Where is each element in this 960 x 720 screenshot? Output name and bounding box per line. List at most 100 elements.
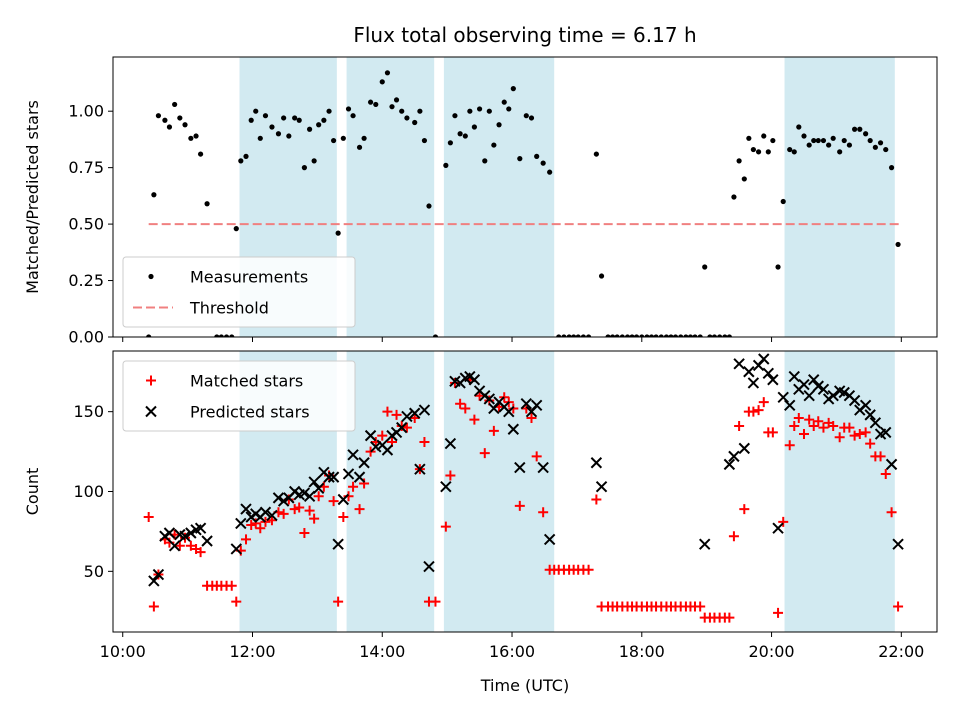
data-point (773, 607, 784, 618)
data-point (356, 144, 363, 150)
data-point (767, 374, 779, 386)
data-point (430, 596, 441, 607)
data-point (758, 353, 770, 365)
data-point (155, 113, 162, 119)
data-point (733, 358, 745, 370)
data-point (743, 366, 755, 378)
data-point (738, 442, 751, 455)
data-point (629, 334, 635, 337)
data-point (758, 397, 769, 408)
data-point (880, 426, 892, 439)
data-point (520, 397, 533, 410)
legend-handle (146, 375, 156, 386)
data-point (753, 405, 764, 416)
data-point (633, 334, 640, 337)
data-point (194, 522, 207, 534)
data-point (506, 106, 512, 112)
y-tick-label: 0.00 (68, 328, 104, 347)
data-point (230, 543, 242, 555)
data-point (286, 133, 292, 139)
data-point (803, 389, 815, 402)
data-point (614, 334, 620, 337)
data-point (726, 334, 732, 337)
data-point (323, 471, 335, 483)
data-point (697, 334, 703, 337)
data-point (292, 115, 298, 121)
legend: Matched stars Predicted stars (122, 360, 356, 432)
data-point (367, 99, 374, 105)
data-point (893, 601, 904, 612)
data-point (423, 560, 435, 573)
data-point (812, 380, 824, 392)
data-point (321, 117, 327, 123)
data-point (540, 160, 546, 166)
data-point (827, 389, 839, 402)
legend-label: Matched stars (190, 372, 303, 391)
data-point (269, 124, 275, 130)
y-tick-label: 100 (73, 482, 104, 501)
data-point (162, 117, 168, 123)
data-point (692, 334, 698, 337)
data-point (702, 264, 708, 270)
data-point (452, 113, 458, 119)
data-point (761, 133, 767, 139)
data-point (432, 334, 439, 337)
data-point (246, 520, 257, 531)
data-point (877, 140, 884, 146)
data-point (354, 504, 365, 515)
data-point (892, 538, 904, 550)
data-point (811, 137, 817, 144)
data-point (575, 334, 581, 337)
series-predicted-stars (148, 353, 904, 587)
data-point (848, 394, 861, 407)
data-point (528, 115, 535, 121)
data-point (311, 158, 317, 164)
data-point (648, 334, 655, 337)
data-point (412, 119, 418, 126)
data-point (296, 117, 302, 123)
series-measurements (146, 70, 901, 337)
data-point (401, 410, 413, 423)
data-point (172, 101, 178, 108)
data-point (223, 334, 230, 337)
data-point (804, 414, 815, 425)
data-point (595, 481, 608, 493)
data-point (580, 334, 586, 337)
data-point (445, 470, 456, 481)
data-point (817, 383, 830, 396)
data-point (591, 494, 602, 505)
data-point (447, 140, 453, 146)
data-point (455, 398, 466, 409)
data-point (869, 417, 882, 429)
x-tick-label: 16:00 (489, 642, 535, 661)
data-point (253, 108, 259, 114)
observing-window-band (346, 351, 435, 632)
data-point (148, 575, 160, 587)
data-point (547, 169, 553, 175)
data-point (399, 108, 405, 114)
data-point (342, 468, 355, 480)
legend-label: Measurements (190, 268, 308, 287)
data-point (308, 476, 320, 488)
data-point (389, 104, 395, 110)
x-tick-label: 20:00 (748, 642, 794, 661)
data-point (345, 106, 352, 112)
data-point (561, 334, 567, 337)
data-point (240, 503, 252, 515)
data-point (185, 540, 196, 551)
y-tick-label: 50 (84, 562, 104, 581)
data-point (404, 115, 410, 121)
data-point (218, 334, 224, 337)
data-point (143, 512, 154, 523)
data-point (468, 374, 481, 386)
data-point (348, 481, 359, 492)
data-point (767, 427, 778, 438)
data-point (195, 547, 206, 558)
y-tick-label: 150 (73, 402, 104, 421)
data-point (177, 115, 183, 121)
data-point (421, 137, 428, 144)
data-point (695, 601, 706, 612)
data-point (443, 162, 449, 168)
data-point (728, 450, 740, 463)
